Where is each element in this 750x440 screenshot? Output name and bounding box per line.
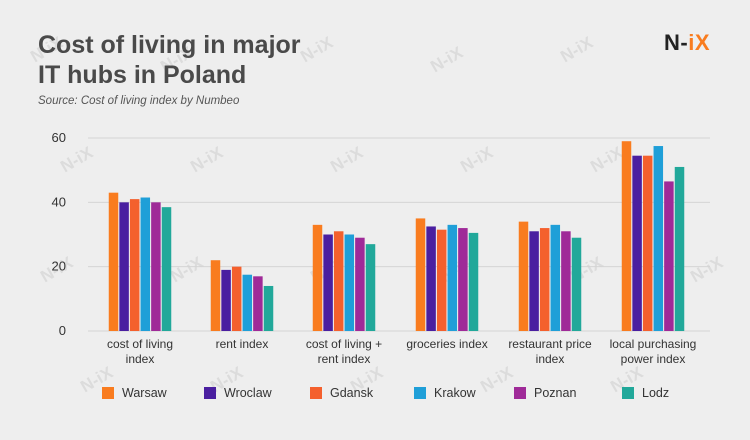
bar-krakow-2 [344,234,355,331]
bar-lodz-4 [571,237,582,331]
bar-wroclaw-4 [529,231,539,331]
bar-gdansk-3 [436,229,447,331]
chart-source: Source: Cost of living index by Numbeo [38,95,240,107]
bar-poznan-3 [458,228,468,331]
legend-label: Warsaw [122,386,167,400]
legend-label: Poznan [534,386,577,400]
bar-krakow-1 [242,274,253,331]
bar-wroclaw-2 [323,234,333,331]
bar-warsaw-1 [210,260,221,331]
bar-warsaw-2 [312,224,323,331]
n-ix-logo: N-iX [664,30,711,55]
x-category-label: local purchasing power index [610,337,697,366]
legend-swatch [414,387,426,399]
legend-item-wroclaw: Wroclaw [204,386,272,400]
legend-item-gdansk: Gdansk [310,386,373,400]
bar-gdansk-1 [231,266,242,331]
legend-item-krakow: Krakow [414,386,476,400]
bar-lodz-3 [468,232,479,331]
legend-item-lodz: Lodz [622,386,669,400]
bar-wroclaw-0 [119,202,129,331]
bar-poznan-5 [664,181,674,331]
bar-lodz-1 [263,285,274,331]
bar-gdansk-2 [333,231,344,331]
legend-label: Gdansk [330,386,374,400]
bar-gdansk-0 [129,199,140,331]
y-tick-label: 20 [52,259,66,274]
bar-gdansk-4 [539,228,550,331]
bar-poznan-1 [253,276,263,331]
y-tick-label: 40 [52,194,66,209]
legend-swatch [204,387,216,399]
x-category-label: groceries index [406,337,487,351]
bar-lodz-2 [365,244,376,331]
x-category-label: rent index [216,337,269,351]
legend-swatch [102,387,114,399]
legend-swatch [310,387,322,399]
bar-wroclaw-5 [632,155,642,331]
legend-item-warsaw: Warsaw [102,386,167,400]
x-category-label: restaurant price index [508,337,592,366]
y-tick-label: 60 [52,130,66,145]
bar-krakow-3 [447,224,458,331]
bar-krakow-4 [550,224,561,331]
bar-poznan-4 [561,231,571,331]
legend-label: Lodz [642,386,670,400]
bar-warsaw-0 [108,192,119,331]
legend-swatch [514,387,526,399]
legend-label: Wroclaw [224,386,272,400]
bar-lodz-5 [674,166,685,331]
chart-legend: Warsaw Wroclaw Gdansk Krakow Poznan Lodz [102,386,702,406]
y-tick-label: 0 [59,323,66,338]
bar-wroclaw-3 [426,226,436,331]
bar-warsaw-4 [518,221,529,331]
bar-krakow-5 [653,146,664,331]
bar-krakow-0 [140,197,151,331]
bar-warsaw-3 [415,218,426,331]
bar-lodz-0 [161,207,172,331]
legend-label: Krakow [434,386,476,400]
bar-gdansk-5 [642,155,653,331]
bar-poznan-2 [355,237,365,331]
bar-warsaw-5 [621,141,632,331]
bar-poznan-0 [151,202,161,331]
legend-swatch [622,387,634,399]
legend-item-poznan: Poznan [514,386,576,400]
x-category-label: cost of living + rent index [306,337,382,366]
x-category-label: cost of living index [107,337,173,366]
chart-title: Cost of living in major IT hubs in Polan… [38,31,301,89]
bar-wroclaw-1 [221,269,231,331]
